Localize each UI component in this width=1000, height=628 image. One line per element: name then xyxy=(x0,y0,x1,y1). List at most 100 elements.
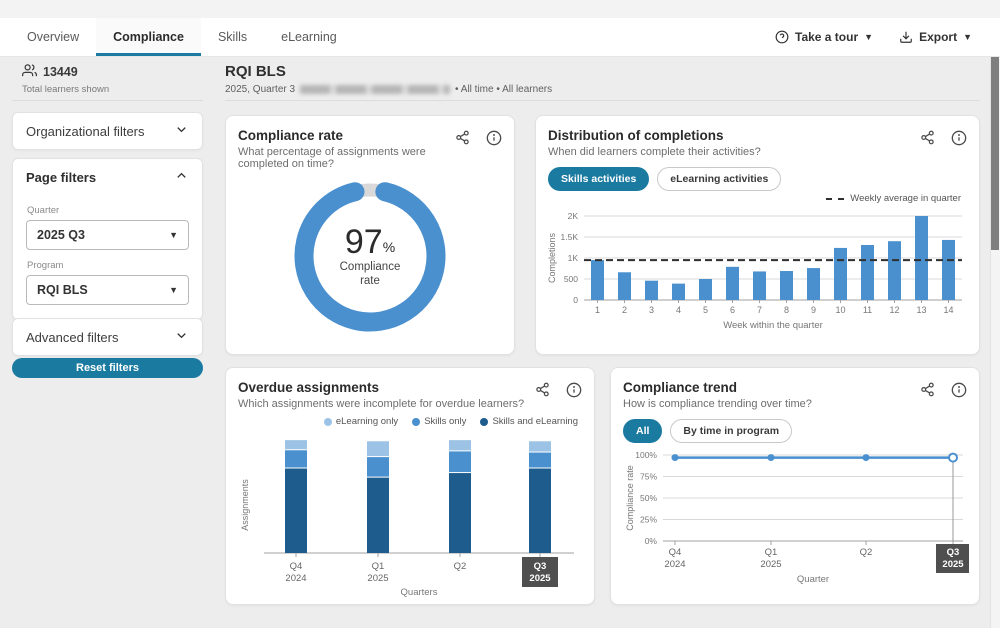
compliance-donut-chart: 97% Compliance rate xyxy=(238,174,502,338)
svg-text:1: 1 xyxy=(595,305,600,315)
card-subtitle: When did learners complete their activit… xyxy=(548,146,761,158)
legend-item-skills-and-elearning: Skills and eLearning xyxy=(480,416,578,427)
legend-dot xyxy=(480,417,489,426)
advanced-filters-label: Advanced filters xyxy=(26,329,119,345)
tab-elearning[interactable]: eLearning xyxy=(281,30,337,44)
svg-text:7: 7 xyxy=(757,305,762,315)
svg-text:8: 8 xyxy=(784,305,789,315)
page-header: RQI BLS 2025, Quarter 3 • All time • All… xyxy=(225,63,552,95)
share-icon[interactable] xyxy=(920,130,935,150)
program-field-label: Program xyxy=(27,260,64,271)
svg-text:Q1: Q1 xyxy=(372,561,385,572)
quarter-field-label: Quarter xyxy=(27,205,60,216)
tab-compliance[interactable]: Compliance xyxy=(96,18,201,56)
tab-bar: Overview Compliance Skills eLearning Take a… xyxy=(0,18,1000,57)
compliance-trend-card: Compliance trend How is compliance trend… xyxy=(610,367,980,605)
card-title: Overdue assignments xyxy=(238,380,380,395)
chevron-down-icon xyxy=(174,328,189,346)
svg-text:2024: 2024 xyxy=(285,573,306,584)
svg-text:2: 2 xyxy=(622,305,627,315)
svg-text:10: 10 xyxy=(835,305,845,315)
take-a-tour-button[interactable]: Take a tour ▼ xyxy=(775,30,873,44)
toggle-skills-activities[interactable]: Skills activities xyxy=(548,167,650,191)
compliance-rate-card: Compliance rate What percentage of assig… xyxy=(225,115,515,355)
card-subtitle: What percentage of assignments were comp… xyxy=(238,146,426,170)
svg-text:100%: 100% xyxy=(635,450,657,460)
card-subtitle: Which assignments were incomplete for ov… xyxy=(238,398,525,410)
chevron-down-icon: ▼ xyxy=(169,285,178,295)
svg-text:3: 3 xyxy=(649,305,654,315)
svg-text:2K: 2K xyxy=(568,211,579,221)
card-title: Compliance rate xyxy=(238,128,344,143)
svg-text:Quarters: Quarters xyxy=(401,587,438,597)
svg-text:Completions: Completions xyxy=(548,232,557,283)
take-a-tour-label: Take a tour xyxy=(795,30,859,44)
organizational-filters-label: Organizational filters xyxy=(26,123,145,139)
legend-item-skills-only: Skills only xyxy=(412,416,466,427)
share-icon[interactable] xyxy=(535,382,550,402)
activity-toggle-group: Skills activities eLearning activities xyxy=(548,167,967,191)
subtitle-suffix: • All time • All learners xyxy=(455,84,553,95)
info-icon[interactable] xyxy=(951,382,967,403)
share-icon[interactable] xyxy=(920,382,935,402)
svg-text:75%: 75% xyxy=(640,472,657,482)
distribution-of-completions-card: Distribution of completions When did lea… xyxy=(535,115,980,355)
completions-bar-chart: 0 500 1K 1.5K 2K 1 2 3 4 5 6 7 8 9 10 11 12 13 14 Week with… xyxy=(548,204,967,342)
toggle-elearning-activities[interactable]: eLearning activities xyxy=(657,167,782,191)
page-subtitle: 2025, Quarter 3 • All time • All learner… xyxy=(225,84,552,95)
page-filters-toggle[interactable]: Page filters xyxy=(13,159,202,195)
question-icon xyxy=(775,30,789,44)
legend-item-elearning-only: eLearning only xyxy=(323,416,398,427)
reset-filters-button[interactable]: Reset filters xyxy=(12,358,203,378)
svg-text:0%: 0% xyxy=(645,536,658,546)
svg-text:Compliance: Compliance xyxy=(340,261,401,273)
chevron-up-icon xyxy=(174,168,189,186)
users-icon xyxy=(22,63,37,81)
header-divider xyxy=(225,100,980,101)
export-label: Export xyxy=(919,30,958,44)
svg-text:Q3: Q3 xyxy=(947,547,960,558)
scrollbar-thumb[interactable] xyxy=(991,57,999,250)
svg-text:Q2: Q2 xyxy=(454,561,467,572)
export-button[interactable]: Export ▼ xyxy=(899,30,972,44)
info-icon[interactable] xyxy=(951,130,967,151)
svg-text:rate: rate xyxy=(360,275,380,287)
redacted-text xyxy=(300,85,451,94)
share-icon[interactable] xyxy=(455,130,470,150)
tab-actions: Take a tour ▼ Export ▼ xyxy=(775,18,1000,56)
page-filters-label: Page filters xyxy=(26,169,97,185)
svg-text:2025: 2025 xyxy=(367,573,388,584)
weekly-average-legend: Weekly average in quarter xyxy=(548,193,961,204)
svg-text:5: 5 xyxy=(703,305,708,315)
svg-text:11: 11 xyxy=(863,305,872,315)
overdue-stacked-bar-chart: Q4 2024 Q1 2025 Q2 Q3 2025 Quarters Assignments xyxy=(238,427,582,597)
card-title: Compliance trend xyxy=(623,380,738,395)
download-icon xyxy=(899,30,913,44)
toggle-all[interactable]: All xyxy=(623,419,663,443)
organizational-filters-card: Organizational filters xyxy=(12,112,203,150)
tab-skills[interactable]: Skills xyxy=(217,30,248,44)
overdue-legend: eLearning only Skills only Skills and eLea… xyxy=(238,416,578,427)
organizational-filters-toggle[interactable]: Organizational filters xyxy=(13,113,202,149)
toggle-by-time-in-program[interactable]: By time in program xyxy=(670,419,793,443)
advanced-filters-toggle[interactable]: Advanced filters xyxy=(13,319,202,355)
quarter-select[interactable]: 2025 Q3 ▼ xyxy=(26,220,189,250)
chevron-down-icon: ▼ xyxy=(169,230,178,240)
svg-text:1.5K: 1.5K xyxy=(561,232,579,242)
svg-text:Week within the quarter: Week within the quarter xyxy=(723,320,823,331)
info-icon[interactable] xyxy=(566,382,582,403)
info-icon[interactable] xyxy=(486,130,502,151)
tab-overview[interactable]: Overview xyxy=(27,30,80,44)
chevron-down-icon xyxy=(174,122,189,140)
svg-text:1K: 1K xyxy=(568,253,579,263)
svg-text:14: 14 xyxy=(943,305,953,315)
svg-text:2025: 2025 xyxy=(760,559,781,570)
svg-text:25%: 25% xyxy=(640,515,657,525)
svg-text:Q4: Q4 xyxy=(669,547,682,558)
dashed-line-sample xyxy=(826,197,845,200)
card-title: Distribution of completions xyxy=(548,128,724,143)
program-select[interactable]: RQI BLS ▼ xyxy=(26,275,189,305)
chevron-down-icon: ▼ xyxy=(963,32,972,42)
learner-count-block: 13449 Total learners shown xyxy=(22,63,109,95)
scrollbar-track[interactable] xyxy=(990,57,1000,628)
